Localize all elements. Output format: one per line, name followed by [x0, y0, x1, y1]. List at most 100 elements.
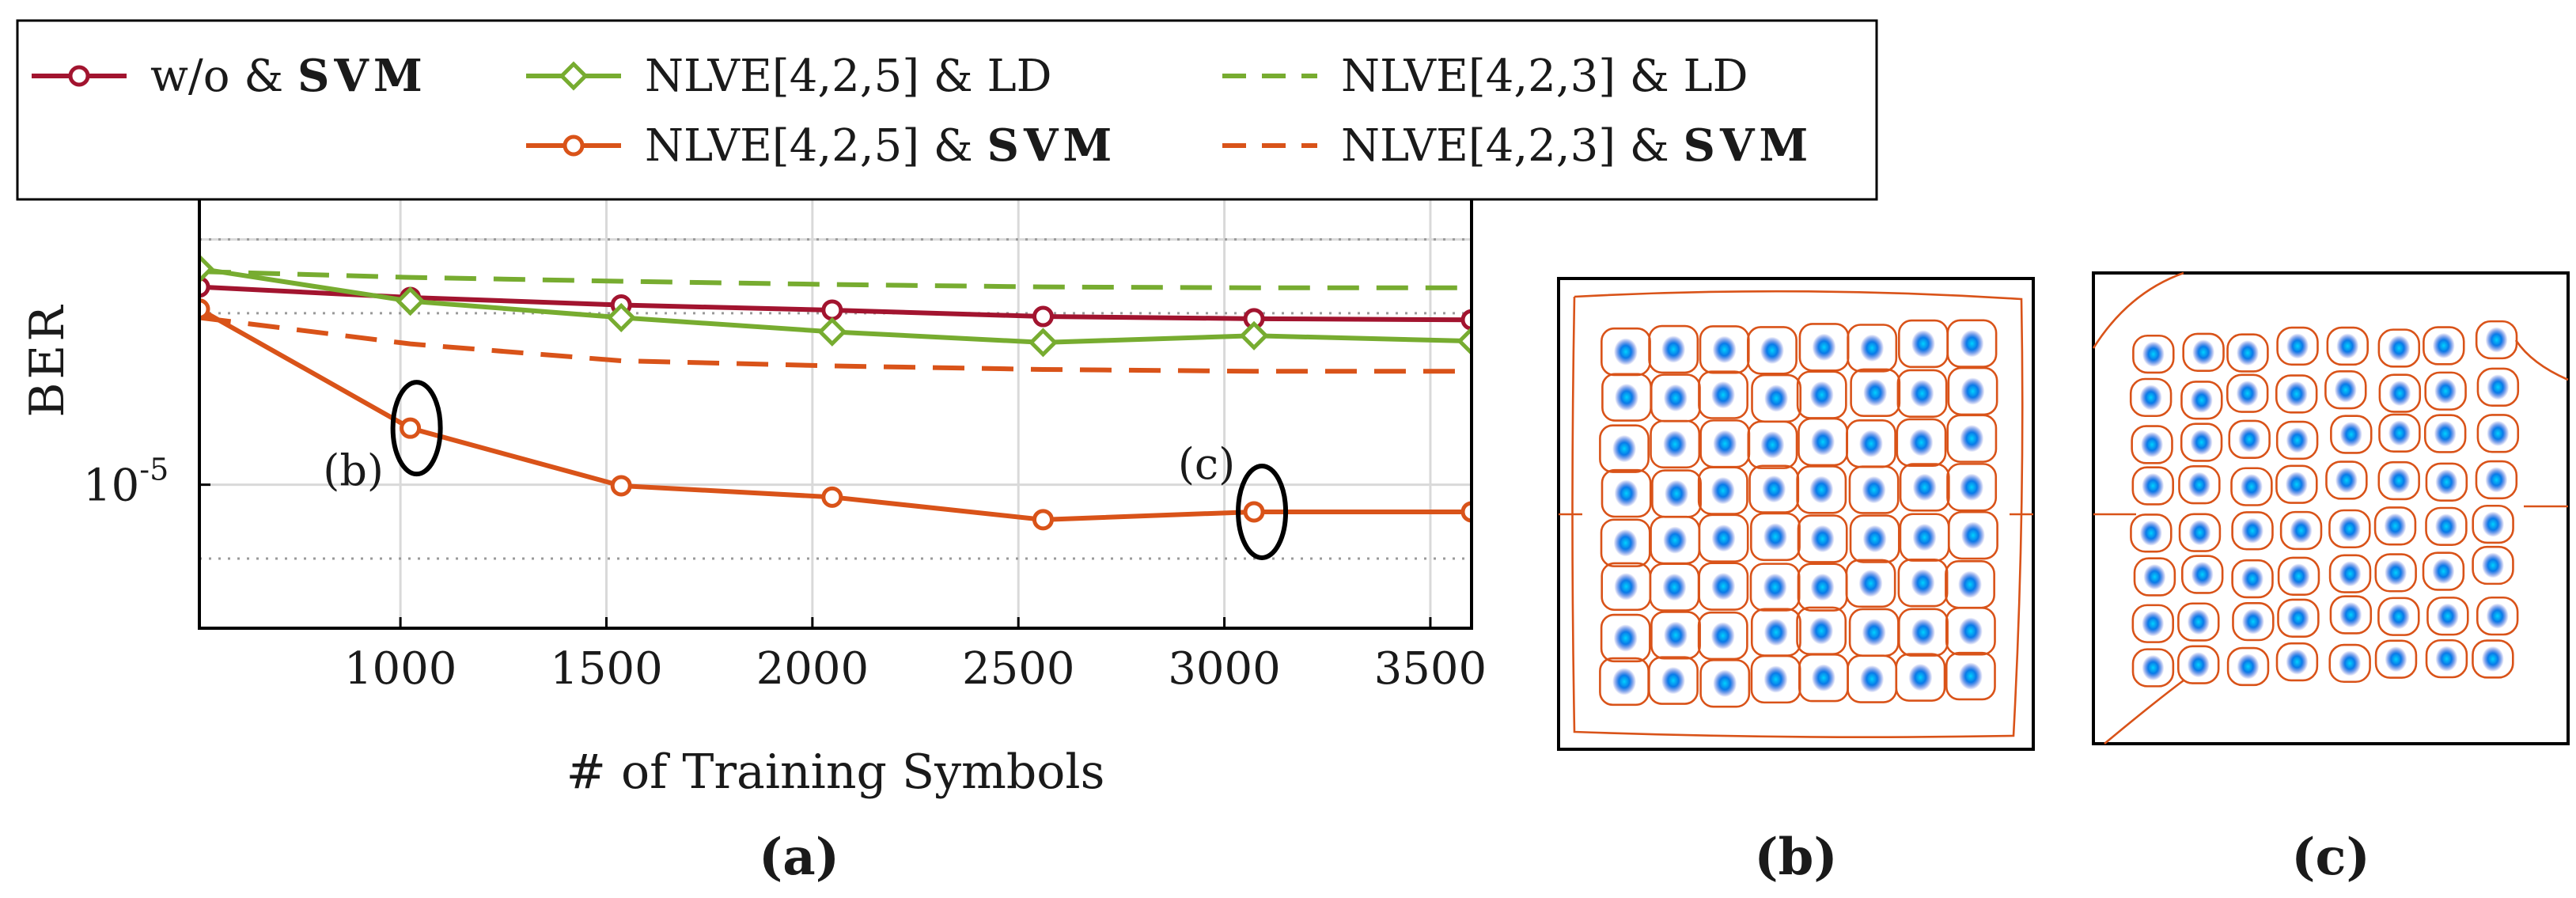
decision-region [2228, 419, 2271, 459]
x-tick-label: 3500 [1374, 643, 1487, 695]
decision-region [2231, 559, 2274, 599]
series-layer [199, 254, 1472, 531]
data-point-nlve425_svm [1460, 501, 1472, 523]
decision-region [1849, 514, 1900, 563]
decision-region [2132, 334, 2175, 374]
constellation-point [2187, 652, 2210, 678]
constellation-point [2187, 609, 2210, 635]
constellation-points [2139, 327, 2510, 681]
decision-region [2178, 513, 2222, 552]
legend-label-wo_svm: w/o & SVM [150, 50, 427, 102]
constellation-point [1958, 617, 1983, 646]
constellation-point [1809, 617, 1834, 645]
decision-region [1600, 613, 1651, 663]
constellation-point [2285, 472, 2308, 498]
legend-label-nlve425_ld: NLVE[4,2,5] & LD [645, 51, 1052, 102]
caption-a: (a) [759, 828, 839, 887]
caption-b: (b) [1754, 828, 1837, 887]
data-point-nlve425_ld [1028, 328, 1058, 358]
constellation-point [1860, 334, 1885, 362]
decision-region [1648, 656, 1699, 705]
decision-region [2180, 422, 2223, 462]
decision-region [2472, 504, 2514, 544]
legend-marker [559, 61, 589, 91]
decision-boundary [2092, 271, 2184, 349]
decision-region [2275, 374, 2318, 414]
constellation-points [1612, 329, 1985, 698]
caption-c: (c) [2291, 828, 2370, 887]
y-axis-label: BER [20, 302, 75, 417]
decision-region [2330, 415, 2373, 454]
decision-region [2472, 639, 2514, 679]
constellation-point [2142, 341, 2165, 367]
decision-region [2279, 510, 2323, 551]
data-point-wo_svm [821, 299, 843, 321]
decision-region [1897, 558, 1949, 608]
decision-region [2275, 464, 2318, 504]
data-point-nlve425_ld [396, 286, 426, 316]
constellation-point [2241, 608, 2264, 635]
constellation-point [2290, 517, 2313, 544]
decision-region [2180, 555, 2224, 594]
constellation-point [1960, 377, 1985, 405]
constellation-point [2336, 333, 2359, 359]
x-tick-label: 3000 [1168, 643, 1281, 695]
constellation-point [1908, 663, 1933, 691]
decision-region [2373, 506, 2417, 546]
x-tick-label: 2000 [756, 643, 869, 695]
constellation-point [1860, 665, 1885, 693]
constellation-point [1663, 430, 1688, 458]
decision-region [2131, 648, 2175, 688]
constellation-point [2482, 552, 2505, 578]
decision-region [1898, 608, 1949, 657]
x-tick-label: 1000 [344, 643, 457, 695]
constellation-point [1711, 524, 1736, 552]
data-point-nlve425_ld [1239, 320, 1269, 350]
decision-region [2226, 373, 2269, 413]
constellation-point [1811, 428, 1835, 456]
decision-region [2275, 420, 2319, 460]
decision-region [1750, 512, 1801, 562]
decision-region [2277, 556, 2320, 596]
decision-region [2324, 370, 2367, 410]
constellation-point [2432, 558, 2455, 585]
data-point-nlve425_ld [606, 302, 636, 332]
constellation-point [2238, 426, 2261, 453]
constellation-point [1858, 430, 1883, 458]
constellation-point [2236, 381, 2259, 407]
decision-region [2277, 598, 2320, 638]
decision-region [2423, 414, 2467, 453]
constellation-point [2335, 467, 2358, 494]
decision-region [2326, 326, 2369, 366]
decision-boundary [1571, 290, 2024, 738]
decision-region [2475, 460, 2518, 500]
legend-box [16, 19, 1878, 201]
constellation-point [1612, 668, 1637, 695]
decision-region [2425, 506, 2468, 547]
decision-region [2476, 596, 2519, 636]
data-point-wo_svm [1032, 305, 1054, 328]
x-tick-label: 1500 [550, 643, 663, 695]
decision-region [2476, 367, 2520, 407]
constellation-point [2285, 381, 2308, 407]
constellation-point [2286, 649, 2309, 675]
decision-region [2130, 513, 2173, 553]
constellation-point [2387, 604, 2410, 630]
data-point-nlve425_svm [821, 486, 843, 508]
constellation-point [1663, 526, 1688, 554]
constellation-point [2240, 474, 2263, 500]
decision-region [1796, 465, 1847, 514]
constellation-point [1912, 473, 1937, 502]
constellation-point [1762, 475, 1786, 503]
constellation-point [2334, 377, 2357, 403]
constellation-point [1665, 479, 1689, 508]
decision-region [1850, 368, 1901, 418]
decision-region [2178, 465, 2221, 505]
constellation-point [1614, 573, 1638, 601]
data-point-nlve425_ld [817, 316, 847, 347]
constellation-point [2384, 513, 2407, 539]
decision-region [1650, 419, 1701, 469]
decision-region [1896, 369, 1948, 419]
constellation-point [1858, 570, 1883, 597]
y-axis-ticks: 10-5 [83, 453, 210, 512]
